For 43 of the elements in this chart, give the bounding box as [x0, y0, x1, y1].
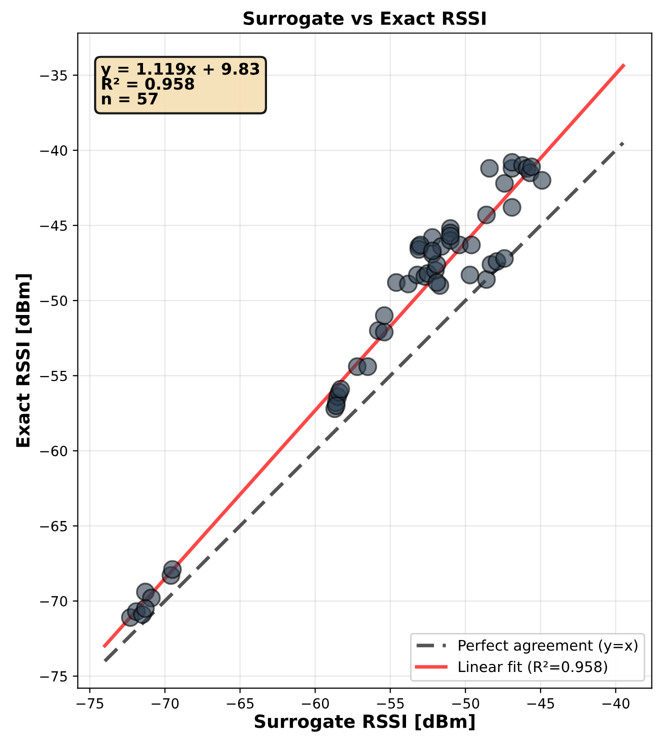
point [477, 270, 496, 289]
point [532, 171, 552, 190]
legend-label: Linear fit (R²=0.958) [458, 660, 608, 674]
x-tick-label: −40 [602, 698, 630, 709]
y-axis-title: Exact RSSI [dBm] [16, 274, 32, 447]
point [495, 249, 514, 268]
point [477, 206, 496, 224]
point [522, 157, 541, 176]
x-tick-label: −50 [452, 698, 480, 709]
y-tick-label: −50 [40, 296, 68, 306]
point [331, 380, 350, 399]
chart-title: Surrogate vs Exact RSSI [244, 11, 486, 29]
y-tick-label: −45 [40, 220, 67, 231]
x-tick-label: −60 [302, 698, 329, 709]
y-tick-label: −70 [40, 596, 68, 606]
x-tick-label: −55 [377, 698, 404, 709]
point [460, 266, 480, 284]
point [462, 236, 481, 254]
x-tick-label: −70 [152, 698, 179, 709]
point [441, 226, 460, 246]
x-tick-label: −75 [76, 698, 104, 709]
annotation: y = 1.119x + 9.83 R² = 0.958 n = 57 [100, 62, 260, 105]
y-tick-label: −60 [40, 446, 68, 456]
x-tick-label: −45 [527, 698, 554, 709]
y-tick-label: −65 [40, 520, 67, 532]
point [428, 273, 446, 292]
point [358, 357, 378, 376]
point [480, 158, 499, 178]
point [136, 599, 155, 618]
point [423, 242, 442, 260]
point [163, 560, 182, 579]
y-tick-label: −35 [40, 70, 67, 81]
point [374, 306, 394, 325]
legend-label: Perfect agreement (y=x) [458, 640, 638, 654]
point [374, 322, 394, 342]
x-tick-label: −65 [226, 698, 254, 709]
y-tick-label: −55 [40, 370, 67, 382]
point [326, 396, 346, 416]
y-tick-label: −75 [40, 671, 67, 682]
point [495, 174, 514, 193]
point [502, 198, 522, 217]
x-axis-title: Surrogate RSSI [dBm] [254, 714, 474, 732]
y-tick-label: −40 [40, 145, 68, 156]
